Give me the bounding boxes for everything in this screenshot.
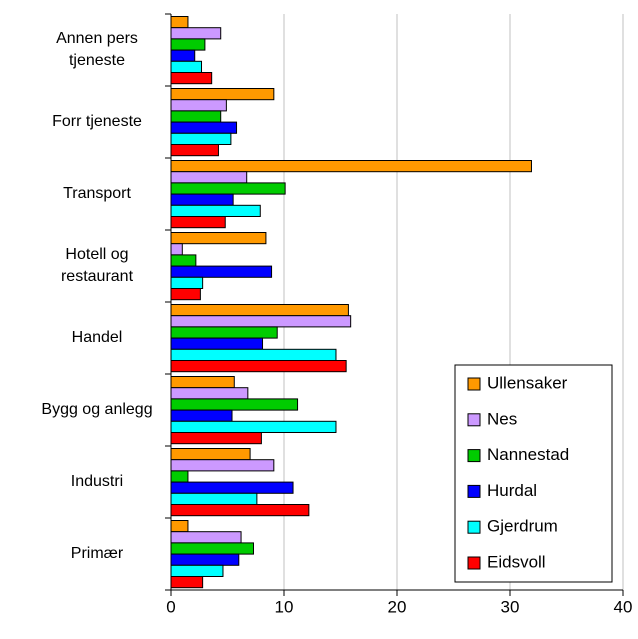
x-tick-label: 10 <box>275 597 294 616</box>
bar <box>170 16 189 29</box>
bar <box>170 470 189 483</box>
bar <box>170 337 264 350</box>
y-tick-label: Industri <box>71 473 123 490</box>
legend-swatch <box>467 556 481 570</box>
y-tick-label: Handel <box>72 329 123 346</box>
bar <box>170 520 189 533</box>
legend-swatch <box>467 377 481 391</box>
bar <box>170 99 227 112</box>
bar <box>170 232 267 245</box>
bar <box>170 504 310 517</box>
bar <box>170 432 262 445</box>
x-tick-label: 0 <box>166 597 175 616</box>
bar <box>170 542 254 555</box>
y-tick-label: Bygg og anlegg <box>41 401 152 418</box>
legend-box <box>454 364 613 583</box>
bar <box>170 481 294 494</box>
legend-swatch <box>467 520 481 534</box>
bar <box>170 216 226 229</box>
legend-label: Ullensaker <box>487 373 568 392</box>
bar <box>170 265 273 278</box>
bar <box>170 398 299 411</box>
bar <box>170 448 251 461</box>
y-tick-label: Transport <box>63 185 131 202</box>
bar <box>170 276 204 289</box>
bar <box>170 72 213 85</box>
legend-label: Hurdal <box>487 481 537 500</box>
x-tick-label: 20 <box>388 597 407 616</box>
bar <box>170 110 222 123</box>
legend-label: Eidsvoll <box>487 552 546 571</box>
bar <box>170 531 242 544</box>
bar <box>170 121 238 134</box>
bar <box>170 387 249 400</box>
bar <box>170 144 219 157</box>
x-tick-label: 30 <box>501 597 520 616</box>
bar <box>170 243 183 256</box>
bar <box>170 193 234 206</box>
legend-label: Gjerdrum <box>487 517 558 536</box>
legend-label: Nes <box>487 409 517 428</box>
bar <box>170 376 235 389</box>
bar <box>170 254 197 267</box>
bar <box>170 348 337 361</box>
bar <box>170 38 206 51</box>
bar <box>170 132 232 146</box>
bar <box>170 160 532 173</box>
bar <box>170 49 196 62</box>
bar <box>170 409 233 422</box>
bar <box>170 459 275 472</box>
bar <box>170 315 352 328</box>
bar <box>170 360 347 373</box>
x-tick-label: 40 <box>614 597 633 616</box>
bar <box>170 304 349 317</box>
bar <box>170 171 248 184</box>
bar <box>170 576 204 589</box>
legend-swatch <box>467 449 481 463</box>
bar <box>170 420 337 433</box>
bar <box>170 60 203 73</box>
y-tick-label: Primær <box>71 545 124 562</box>
y-tick-label: Forr tjeneste <box>52 113 142 130</box>
bar <box>170 288 201 301</box>
bar <box>170 553 240 566</box>
bar <box>170 88 275 101</box>
bar <box>170 182 286 195</box>
bar <box>170 492 258 505</box>
bar <box>170 326 278 339</box>
y-tick-label: Annen pers tjeneste <box>56 30 138 69</box>
legend-label: Nannestad <box>487 445 569 464</box>
y-tick-label: Hotell og restaurant <box>61 246 134 285</box>
legend-swatch <box>467 413 481 427</box>
bar <box>170 564 224 577</box>
bar <box>170 27 222 40</box>
legend-swatch <box>467 484 481 498</box>
bar <box>170 204 261 218</box>
